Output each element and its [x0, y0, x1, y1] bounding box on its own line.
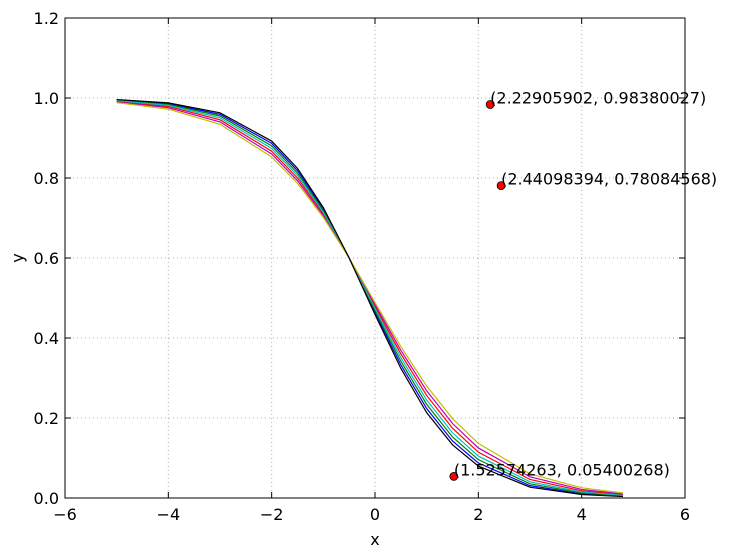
x-tick-label: 0: [370, 505, 380, 524]
x-tick-label: −2: [260, 505, 284, 524]
x-tick-label: −6: [53, 505, 77, 524]
x-tick-label: 4: [577, 505, 587, 524]
y-tick-label: 0.6: [34, 249, 59, 268]
y-tick-label: 0.2: [34, 409, 59, 428]
y-tick-label: 0.8: [34, 169, 59, 188]
y-tick-label: 0.4: [34, 329, 59, 348]
point-annotation: (2.44098394, 0.78084568): [501, 170, 717, 189]
scatter-point: [496, 181, 506, 191]
series-line: [116, 99, 624, 497]
x-axis-label: x: [370, 530, 379, 549]
y-tick-label: 1.2: [34, 9, 59, 28]
series-line: [116, 100, 624, 496]
y-tick-label: 0.0: [34, 489, 59, 508]
x-tick-label: 2: [473, 505, 483, 524]
series-line: [116, 98, 624, 498]
plot-frame: [64, 17, 686, 499]
y-tick-label: 1.0: [34, 89, 59, 108]
point-annotation: (2.22905902, 0.98380027): [490, 88, 706, 107]
series-line: [116, 100, 624, 496]
scatter-point: [485, 100, 495, 109]
x-tick-label: −4: [157, 505, 181, 524]
scatter-point: [449, 471, 459, 481]
series-line: [116, 99, 624, 497]
series-line: [116, 102, 624, 494]
y-axis-label: y: [8, 253, 27, 262]
series-line: [116, 101, 624, 495]
x-tick-label: 6: [680, 505, 690, 524]
point-annotation: (1.52574263, 0.05400268): [454, 460, 670, 479]
